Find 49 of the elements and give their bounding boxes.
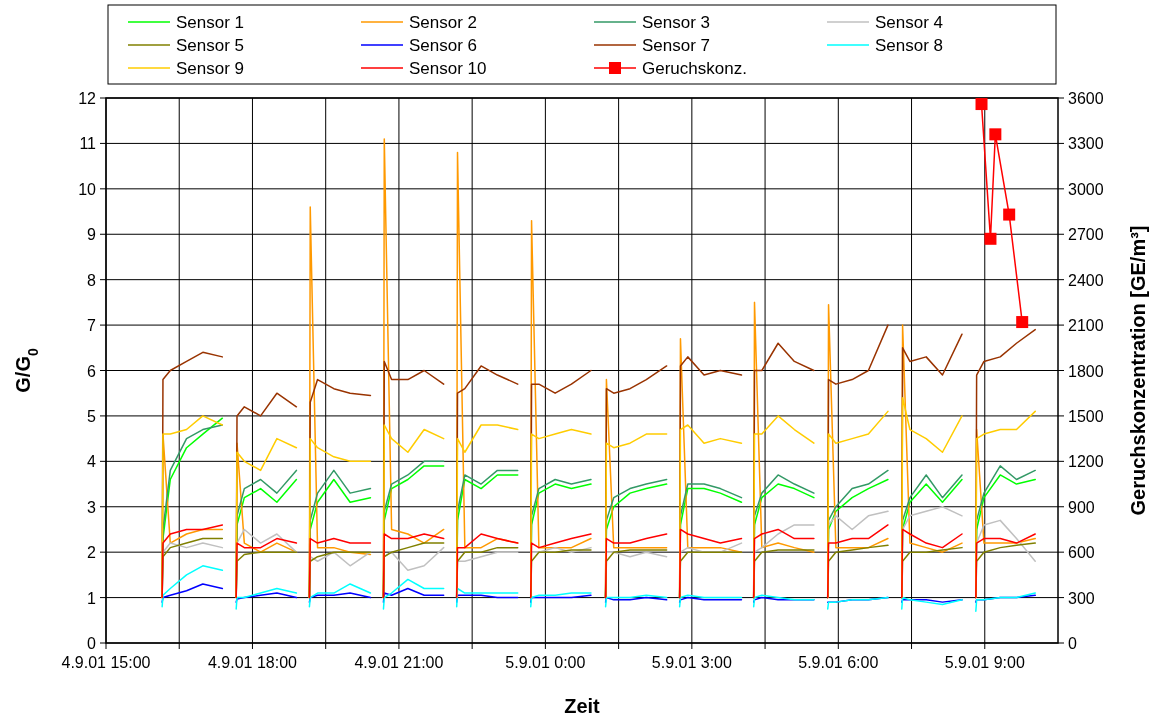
y2-tick-label: 2100 [1068, 317, 1104, 335]
y-tick-label: 0 [87, 635, 97, 652]
y-tick-label: 5 [87, 407, 97, 425]
legend-label: Geruchskonz. [642, 59, 747, 78]
y2-tick-label: 1800 [1068, 362, 1104, 380]
legend-label: Sensor 5 [176, 36, 245, 55]
point [975, 98, 988, 111]
x-tick-label: 5.9.01 0:00 [505, 654, 586, 671]
point [1003, 208, 1016, 221]
y2-axis-title: Geruchskonzentration [GE/m³] [1127, 225, 1149, 516]
y2-tick-label: 600 [1068, 544, 1095, 562]
y-tick-label: 6 [87, 362, 97, 380]
legend-label: Sensor 1 [176, 13, 245, 32]
x-tick-label: 5.9.01 3:00 [651, 654, 732, 671]
x-axis-title: Zeit [564, 695, 601, 717]
y-tick-label: 9 [87, 226, 97, 244]
y-tick-label: 10 [78, 180, 97, 198]
y-tick-label: 1 [87, 589, 97, 607]
y2-tick-label: 3600 [1068, 90, 1104, 107]
y-tick-label: 2 [87, 544, 97, 562]
x-tick-label: 5.9.01 6:00 [798, 654, 879, 671]
y-tick-label: 4 [87, 453, 97, 471]
y2-tick-label: 0 [1068, 635, 1077, 652]
x-tick-label: 4.9.01 21:00 [354, 654, 444, 671]
x-tick-label: 5.9.01 9:00 [944, 654, 1025, 671]
x-tick-label: 4.9.01 18:00 [207, 654, 298, 671]
y-tick-label: 7 [87, 317, 97, 335]
legend-label: Sensor 8 [875, 36, 944, 55]
y2-tick-label: 2400 [1068, 271, 1104, 289]
y2-tick-label: 1500 [1068, 407, 1104, 425]
legend-label: Sensor 9 [176, 59, 245, 78]
legend-label: Sensor 10 [409, 59, 487, 78]
y2-tick-label: 2700 [1068, 226, 1104, 244]
y2-tick-label: 300 [1068, 589, 1095, 607]
y-tick-label: 11 [79, 135, 97, 153]
y2-tick-label: 900 [1068, 498, 1095, 516]
y-tick-label: 12 [78, 90, 97, 107]
y2-tick-label: 3300 [1068, 135, 1104, 153]
y-tick-label: 8 [87, 271, 97, 289]
x-tick-label: 4.9.01 15:00 [61, 654, 151, 671]
legend-label: Sensor 7 [642, 36, 711, 55]
y2-tick-label: 3000 [1068, 180, 1104, 198]
legend-label: Sensor 3 [642, 13, 711, 32]
y-tick-label: 3 [87, 498, 97, 516]
point [984, 232, 997, 245]
legend-label: Sensor 6 [409, 36, 478, 55]
legend-label: Sensor 2 [409, 13, 478, 32]
legend-label: Sensor 4 [875, 13, 944, 32]
y2-tick-label: 1200 [1068, 453, 1104, 471]
